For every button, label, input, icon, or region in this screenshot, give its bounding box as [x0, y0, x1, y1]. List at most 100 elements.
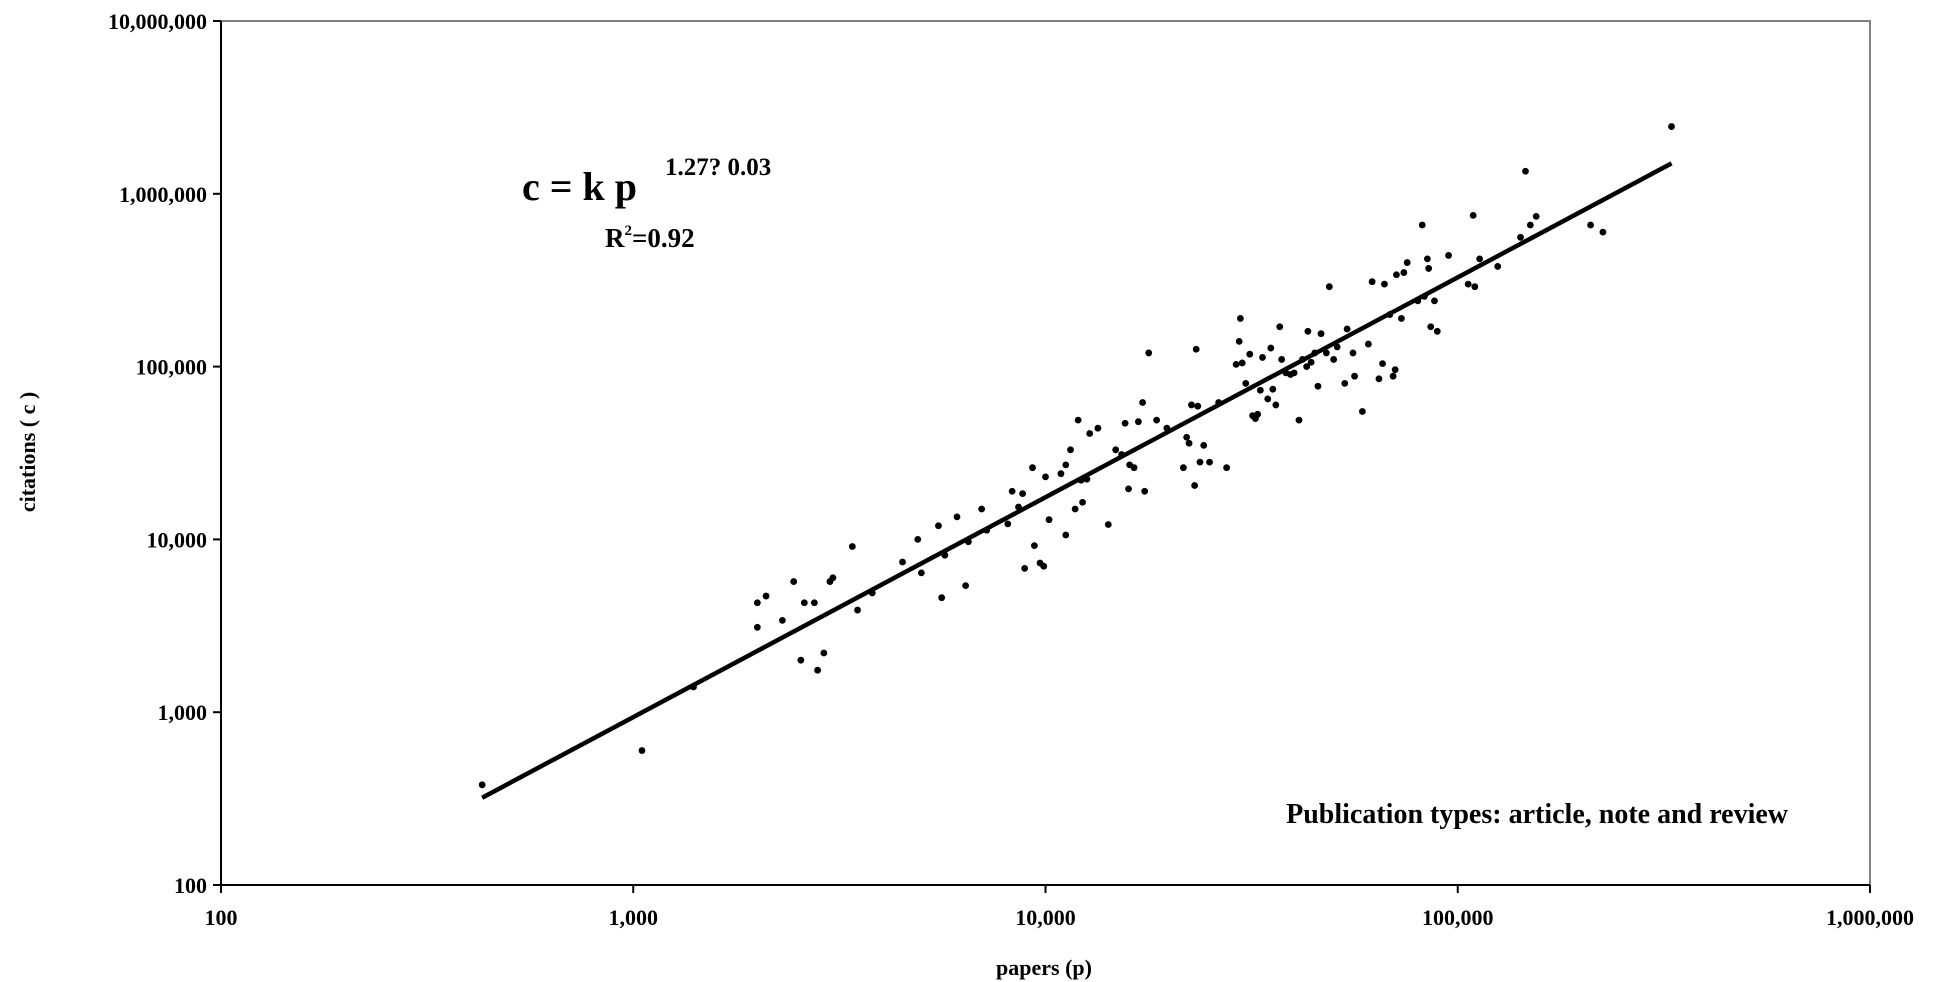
data-point: [1183, 433, 1191, 441]
data-point: [1153, 416, 1161, 424]
r-squared-prefix: R: [605, 223, 625, 253]
data-point: [1188, 401, 1195, 409]
data-point: [1145, 349, 1153, 357]
y-tick-label: 10,000: [147, 527, 208, 552]
data-point: [1259, 354, 1266, 361]
data-point: [1349, 349, 1357, 357]
r-squared-sup: 2: [625, 223, 633, 239]
data-point: [1425, 265, 1433, 272]
plot-frame: [220, 20, 1871, 886]
data-point: [1314, 382, 1322, 390]
data-point: [1062, 461, 1070, 469]
data-point: [1517, 233, 1524, 241]
data-point: [1464, 280, 1472, 288]
data-point: [478, 781, 486, 789]
data-point: [1379, 360, 1386, 368]
data-point: [938, 594, 946, 602]
data-point: [1368, 278, 1376, 286]
x-tick-label: 1,000,000: [1826, 905, 1914, 930]
data-point: [1045, 516, 1053, 524]
data-point: [1206, 458, 1213, 466]
data-point: [1029, 464, 1036, 472]
data-point: [1269, 385, 1277, 393]
data-point: [1121, 419, 1129, 427]
data-point: [1333, 343, 1341, 351]
data-point: [1112, 446, 1120, 454]
data-point: [1403, 259, 1411, 266]
data-point: [1125, 485, 1132, 493]
y-tick-label: 100,000: [136, 355, 208, 380]
data-point: [1134, 418, 1142, 426]
data-point: [1192, 345, 1200, 353]
data-point: [1276, 323, 1284, 331]
data-point: [1040, 562, 1048, 570]
y-tick-label: 1,000: [158, 700, 208, 725]
data-point: [1094, 424, 1102, 432]
data-point: [953, 513, 961, 521]
data-point: [1191, 482, 1199, 489]
data-point: [1364, 340, 1372, 348]
plot-area: [220, 20, 1871, 886]
data-point: [1391, 366, 1399, 374]
data-point: [1236, 315, 1244, 322]
x-tick-label: 100: [205, 905, 238, 930]
data-point: [638, 747, 646, 754]
data-point: [1232, 360, 1240, 368]
data-point: [1057, 470, 1065, 478]
data-point: [918, 569, 925, 577]
data-point: [1194, 402, 1202, 410]
y-axis: 100 1,000 10,000 100,000 1,000,000 10,000,000: [108, 9, 221, 898]
data-point: [1325, 283, 1333, 291]
data-point: [1375, 375, 1383, 383]
data-point: [1389, 372, 1397, 380]
data-point: [1264, 395, 1272, 403]
data-point: [1008, 487, 1016, 495]
data-point: [810, 599, 818, 607]
data-point: [790, 578, 798, 585]
data-point: [1295, 416, 1303, 424]
data-point: [814, 666, 821, 674]
data-point: [1290, 369, 1298, 377]
equation-exponent: 1.27? 0.03: [665, 154, 771, 181]
data-point: [962, 582, 969, 590]
data-point: [1086, 430, 1094, 437]
data-point: [1427, 323, 1435, 331]
data-point: [800, 599, 808, 607]
data-point: [1242, 379, 1250, 387]
data-point: [1351, 372, 1358, 380]
data-point: [1471, 283, 1479, 291]
data-point: [1185, 439, 1193, 447]
data-point: [1526, 221, 1534, 229]
data-point: [1267, 344, 1275, 352]
publication-types-note: Publication types: article, note and rev…: [1286, 799, 1789, 830]
data-point: [1238, 359, 1246, 367]
data-point: [1071, 505, 1079, 513]
data-point: [1418, 221, 1426, 229]
x-axis-title: papers (p): [996, 955, 1092, 980]
data-point: [1254, 410, 1262, 418]
r-squared-value: =0.92: [632, 223, 695, 253]
data-point: [899, 558, 906, 566]
data-point: [1246, 350, 1254, 358]
data-point: [1130, 464, 1138, 472]
data-point: [1341, 379, 1349, 387]
y-axis-title: citations ( c ): [15, 392, 40, 512]
data-point: [978, 505, 986, 513]
data-point: [1317, 330, 1325, 338]
data-point: [1256, 386, 1264, 394]
data-point: [1400, 269, 1408, 276]
data-point: [1343, 325, 1351, 333]
data-point: [854, 606, 861, 614]
y-tick-label: 10,000,000: [108, 9, 207, 34]
data-point: [762, 592, 770, 600]
data-point: [1599, 228, 1607, 236]
data-point: [1067, 446, 1074, 454]
data-point: [820, 649, 828, 657]
data-point: [778, 616, 786, 624]
data-point: [1587, 221, 1594, 229]
data-point: [1358, 408, 1366, 415]
data-point: [1423, 255, 1431, 263]
data-point: [1522, 167, 1529, 175]
data-point: [1445, 252, 1452, 259]
